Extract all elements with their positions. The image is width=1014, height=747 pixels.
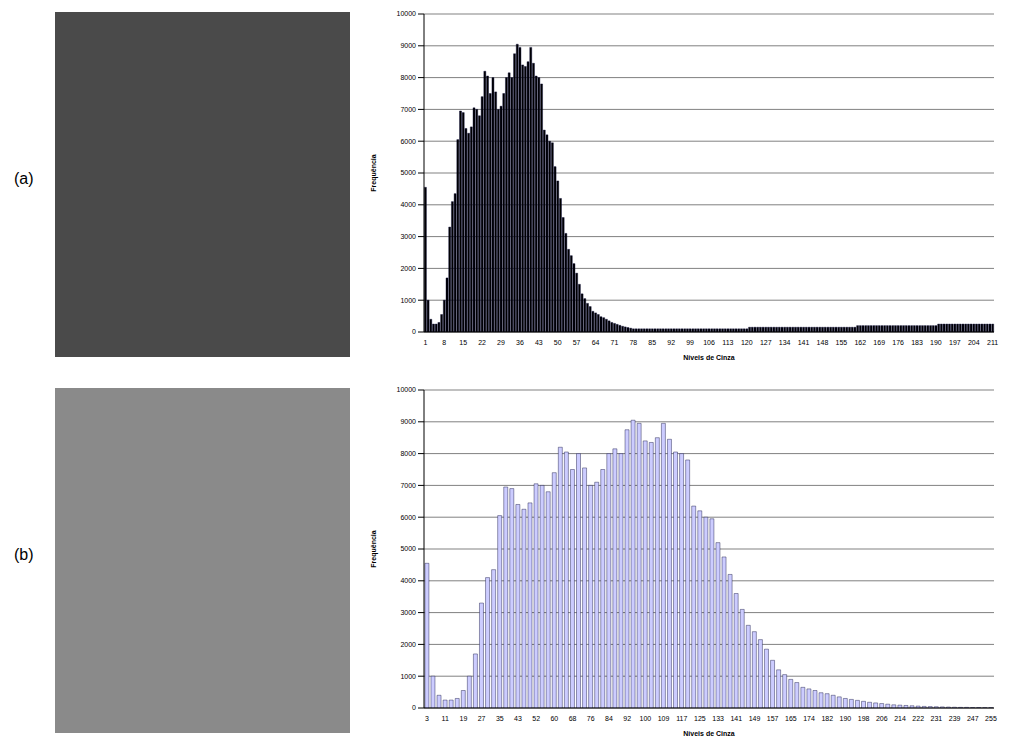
svg-text:141: 141 [730,715,742,722]
html-text:(b): (b) [14,546,34,563]
svg-text:214: 214 [894,715,906,722]
svg-text:1: 1 [423,339,427,346]
svg-text:204: 204 [968,339,980,346]
svg-text:157: 157 [767,715,779,722]
svg-text:176: 176 [892,339,904,346]
svg-text:4000: 4000 [400,577,416,584]
html-text:(a): (a) [14,170,34,187]
svg-text:43: 43 [514,715,522,722]
svg-text:50: 50 [554,339,562,346]
svg-text:6000: 6000 [400,138,416,145]
svg-text:92: 92 [667,339,675,346]
svg-text:3000: 3000 [400,609,416,616]
svg-text:35: 35 [496,715,504,722]
svg-text:10000: 10000 [397,386,417,393]
svg-text:Frequência: Frequência [370,530,378,567]
svg-text:197: 197 [949,339,961,346]
svg-text:8: 8 [442,339,446,346]
svg-text:15: 15 [459,339,467,346]
svg-text:Níveis de Cinza: Níveis de Cinza [683,354,734,361]
svg-text:3000: 3000 [400,233,416,240]
svg-text:125: 125 [694,715,706,722]
svg-text:162: 162 [854,339,866,346]
svg-text:4000: 4000 [400,201,416,208]
svg-text:52: 52 [532,715,540,722]
svg-text:6000: 6000 [400,514,416,521]
svg-text:113: 113 [722,339,733,346]
svg-text:85: 85 [648,339,656,346]
svg-text:60: 60 [550,715,558,722]
svg-text:19: 19 [460,715,468,722]
svg-text:190: 190 [840,715,852,722]
svg-text:148: 148 [817,339,829,346]
svg-text:84: 84 [605,715,613,722]
svg-text:165: 165 [785,715,797,722]
svg-text:29: 29 [497,339,505,346]
svg-text:92: 92 [623,715,631,722]
svg-text:149: 149 [749,715,761,722]
svg-text:Frequência: Frequência [370,154,378,191]
svg-text:0: 0 [412,328,416,335]
svg-text:76: 76 [587,715,595,722]
svg-text:231: 231 [931,715,943,722]
svg-text:141: 141 [798,339,810,346]
svg-text:99: 99 [686,339,694,346]
svg-text:0: 0 [412,704,416,711]
svg-text:9000: 9000 [400,418,416,425]
svg-text:3: 3 [425,715,429,722]
svg-text:106: 106 [703,339,715,346]
svg-text:1000: 1000 [400,297,416,304]
svg-text:174: 174 [803,715,815,722]
svg-text:1000: 1000 [400,673,416,680]
svg-text:Níveis de Cinza: Níveis de Cinza [683,730,734,737]
svg-text:5000: 5000 [400,545,416,552]
svg-text:169: 169 [873,339,885,346]
svg-text:211: 211 [987,339,998,346]
svg-text:133: 133 [712,715,724,722]
svg-text:2000: 2000 [400,265,416,272]
svg-text:190: 190 [930,339,942,346]
svg-text:11: 11 [442,715,449,722]
svg-text:134: 134 [779,339,791,346]
svg-text:43: 43 [535,339,543,346]
svg-text:2000: 2000 [400,641,416,648]
svg-text:7000: 7000 [400,482,416,489]
svg-text:239: 239 [949,715,961,722]
svg-text:68: 68 [569,715,577,722]
svg-text:255: 255 [985,715,997,722]
svg-text:109: 109 [658,715,670,722]
svg-text:120: 120 [741,339,753,346]
svg-text:9000: 9000 [400,42,416,49]
svg-text:8000: 8000 [400,450,416,457]
svg-text:198: 198 [858,715,870,722]
svg-text:64: 64 [592,339,600,346]
svg-text:27: 27 [478,715,486,722]
svg-text:155: 155 [836,339,848,346]
svg-text:71: 71 [611,339,619,346]
svg-text:182: 182 [821,715,833,722]
svg-text:78: 78 [629,339,637,346]
svg-text:36: 36 [516,339,524,346]
svg-text:100: 100 [639,715,651,722]
svg-text:7000: 7000 [400,106,416,113]
svg-text:183: 183 [911,339,923,346]
svg-text:22: 22 [478,339,486,346]
svg-text:10000: 10000 [397,10,417,17]
svg-text:57: 57 [573,339,581,346]
svg-text:206: 206 [876,715,888,722]
svg-text:222: 222 [912,715,924,722]
svg-text:8000: 8000 [400,74,416,81]
svg-text:247: 247 [967,715,979,722]
svg-text:127: 127 [760,339,772,346]
svg-text:117: 117 [676,715,687,722]
svg-text:5000: 5000 [400,169,416,176]
